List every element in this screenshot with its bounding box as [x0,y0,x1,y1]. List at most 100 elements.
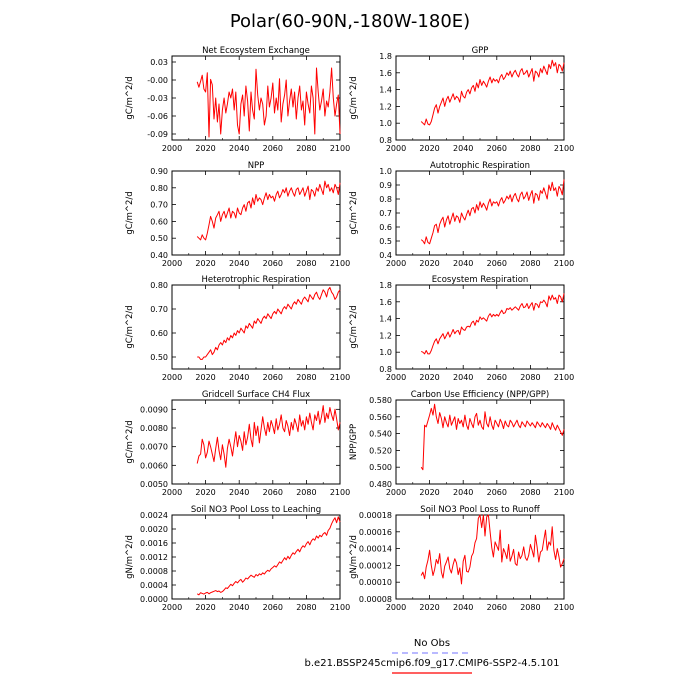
y-tick-label: 1.0 [379,348,392,357]
legend-model-label: b.e21.BSSP245cmip6.f09_g17.CMIP6-SSP2-4.… [305,658,560,669]
y-tick-label: 0.00014 [359,545,392,554]
x-tick-label: 2080 [296,259,316,268]
series-line [420,514,565,585]
x-tick-label: 2080 [520,373,540,382]
chart-title: NPP [248,161,265,171]
x-tick-label: 2080 [520,603,540,612]
y-tick-label: 0.0050 [140,480,168,489]
x-tick-label: 2100 [554,144,574,153]
y-tick-label: 0.70 [150,201,168,210]
y-tick-label: 0.500 [369,463,392,472]
y-tick-label: 0.0008 [140,567,168,576]
legend: No Obs b.e21.BSSP245cmip6.f09_g17.CMIP6-… [305,638,560,674]
x-tick-label: 2080 [520,144,540,153]
x-tick-label: 2000 [162,603,182,612]
y-axis-label: gC/m^2/d [349,76,359,119]
y-tick-label: 0.00016 [359,528,392,537]
y-tick-label: 1.2 [379,331,392,340]
y-tick-label: -0.03 [147,94,168,103]
y-tick-label: 0.540 [369,430,392,439]
y-tick-label: 0.60 [150,329,168,338]
plot-frame [395,170,565,256]
x-tick-label: 2100 [330,259,350,268]
x-tick-label: 2080 [296,603,316,612]
chart-panel: Gridcell Surface CH4 Flux 2000 2020 2040 206… [125,390,350,497]
x-tick-label: 2020 [195,259,215,268]
y-tick-label: 0.0000 [140,595,168,604]
y-tick-label: 0.50 [150,234,168,243]
y-axis-label: gN/m^2/d [349,535,359,579]
chart-panel: Soil NO3 Pool Loss to Leaching 2000 2020 20… [125,505,350,612]
x-tick-label: 2100 [554,259,574,268]
y-tick-label: 1.6 [379,69,392,78]
x-tick-label: 2080 [296,488,316,497]
chart-title: Heterotrophic Respiration [202,275,311,285]
y-tick-label: 0.00018 [359,511,392,520]
chart-panel: GPP 2000 2020 2040 2060 2080 2100 0.8 1.0 1.2 1.4 1… [349,46,574,153]
series-line [196,516,341,596]
y-tick-label: 0.80 [150,281,168,290]
y-tick-label: 0.8 [379,136,392,145]
chart-panel: Ecosystem Respiration 2000 2020 2040 2060 208… [349,275,574,382]
series-line [420,179,565,245]
x-tick-label: 2000 [162,144,182,153]
y-tick-label: 0.8 [379,365,392,374]
y-tick-label: 0.80 [150,184,168,193]
x-tick-label: 2000 [162,373,182,382]
x-tick-label: 2040 [453,373,473,382]
chart-title: Gridcell Surface CH4 Flux [202,390,310,400]
y-tick-label: 0.5 [379,237,392,246]
x-tick-label: 2060 [487,603,507,612]
chart-title: Soil NO3 Pool Loss to Runoff [420,505,541,515]
y-tick-label: 0.9 [379,181,392,190]
y-axis-label: gC/m^2/d [125,305,135,348]
plot-frame [395,55,565,141]
plot-frame [395,284,565,370]
x-tick-label: 2060 [263,603,283,612]
x-tick-label: 2000 [386,144,406,153]
x-tick-label: 2040 [229,373,249,382]
y-tick-label: 0.0020 [140,525,168,534]
x-tick-label: 2060 [263,144,283,153]
y-tick-label: -0.09 [147,130,168,139]
y-tick-label: 0.0060 [140,461,168,470]
y-tick-label: 0.7 [379,209,392,218]
x-tick-label: 2000 [386,488,406,497]
x-tick-label: 2080 [296,373,316,382]
x-tick-label: 2060 [263,259,283,268]
y-axis-label: gC/m^2/d [125,76,135,119]
series-line [196,405,341,468]
x-tick-label: 2100 [330,603,350,612]
x-tick-label: 2020 [419,259,439,268]
panels: Net Ecosystem Exchange 2000 2020 2040 2060 20… [125,46,574,612]
x-tick-label: 2040 [229,603,249,612]
y-axis-label: gC/m^2/d [349,305,359,348]
chart-title: Net Ecosystem Exchange [202,46,310,56]
series-line [197,286,341,360]
y-tick-label: 0.70 [150,305,168,314]
chart-title: Carbon Use Efficiency (NPP/GPP) [411,390,550,400]
x-tick-label: 2100 [554,373,574,382]
figure-title: Polar(60-90N,-180W-180E) [230,11,470,32]
series-line [196,67,341,138]
y-axis-label: gC/m^2/d [349,191,359,234]
x-tick-label: 2100 [554,603,574,612]
y-tick-label: 0.90 [150,167,168,176]
y-tick-label: 0.00012 [359,561,392,570]
y-tick-label: 0.0004 [140,581,168,590]
chart-title: Ecosystem Respiration [432,275,529,285]
chart-title: Autotrophic Respiration [430,161,530,171]
y-tick-label: 0.40 [150,251,168,260]
x-tick-label: 2060 [487,144,507,153]
plot-frame [171,399,341,485]
y-tick-label: 0.0080 [140,424,168,433]
chart-panel: NPP 2000 2020 2040 2060 2080 2100 0.40 0.50 0.60 0… [125,161,350,268]
y-tick-label: 0.8 [379,195,392,204]
y-tick-label: 1.6 [379,298,392,307]
plot-frame [171,514,341,600]
y-tick-label: 1.0 [379,167,392,176]
y-axis-label: gN/m^2/d [125,535,135,579]
y-tick-label: 0.580 [369,396,392,405]
plot-frame [171,284,341,370]
